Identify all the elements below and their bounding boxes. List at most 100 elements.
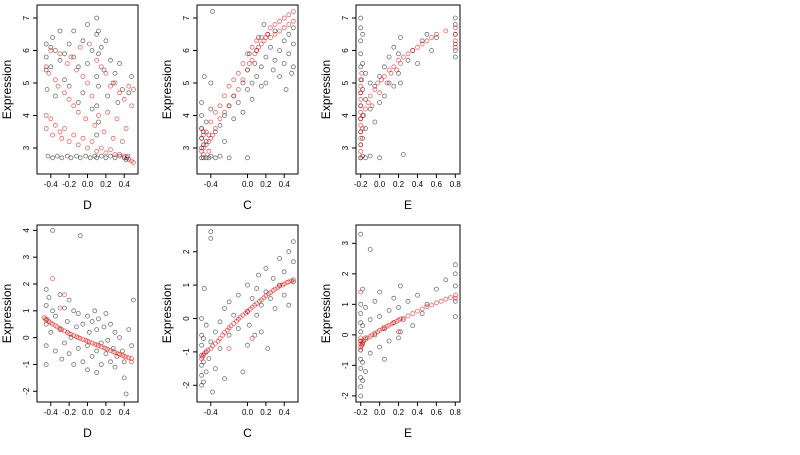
x-tick-label: 0.8 (450, 408, 462, 417)
data-point-black (96, 83, 101, 89)
data-point-black (272, 57, 278, 63)
data-point-black (71, 54, 77, 60)
data-point-black (358, 38, 364, 44)
data-point-black (208, 153, 214, 159)
data-point-black (200, 336, 206, 341)
data-point-red (114, 116, 120, 122)
data-point-black (386, 80, 392, 86)
data-point-red (222, 93, 227, 99)
data-point-black (75, 345, 81, 351)
data-point-black (290, 259, 296, 265)
data-point-red (405, 313, 411, 319)
y-tick-label: 6 (22, 48, 31, 53)
data-point-black (57, 57, 63, 63)
data-point-black (386, 338, 392, 344)
data-point-black (103, 351, 109, 357)
data-point-black (263, 265, 269, 271)
data-point-red (130, 160, 136, 166)
data-point-black (96, 316, 101, 322)
y-tick-label: 5 (341, 80, 350, 85)
data-point-black (208, 229, 214, 235)
y-tick-label: -2 (22, 387, 31, 395)
data-point-red (358, 109, 364, 115)
data-point-red (240, 77, 246, 83)
data-point-red (272, 31, 278, 37)
data-point-red (281, 25, 287, 31)
data-point-red (203, 129, 209, 135)
data-point-black (270, 67, 276, 73)
data-point-black (85, 367, 90, 373)
data-point-black (87, 155, 93, 161)
data-point-red (290, 9, 296, 14)
data-point-red (397, 61, 403, 66)
data-point-red (86, 339, 92, 345)
data-point-red (108, 348, 113, 353)
data-point-red (228, 323, 234, 329)
data-point-black (43, 286, 49, 292)
x-tick-label: 0.4 (412, 408, 424, 417)
panel-6: -0.2 0.0 0.2 0.4 0.6 0.8 -2 -1 0 1 2 3 E Expression (319, 224, 462, 440)
data-point-red (50, 132, 55, 138)
data-point-black (112, 329, 118, 335)
data-point-black (210, 9, 216, 14)
data-point-red (424, 304, 430, 310)
plot-frame (355, 224, 461, 403)
data-point-black (254, 286, 260, 291)
data-point-black (281, 38, 287, 44)
data-point-black (114, 353, 120, 359)
data-point-black (62, 77, 67, 83)
data-point-black (94, 15, 100, 21)
data-point-black (358, 51, 364, 57)
data-point-red (98, 344, 104, 350)
data-point-red (68, 331, 74, 337)
y-tick-label: 7 (182, 15, 191, 20)
data-point-black (98, 44, 104, 50)
data-point-red (268, 35, 273, 40)
data-point-red (286, 22, 292, 27)
data-point-red (359, 70, 365, 76)
x-tick-label: -0.2 (62, 180, 76, 189)
data-point-red (369, 103, 375, 109)
data-point-red (94, 57, 100, 63)
data-point-black (108, 153, 113, 159)
data-point-black (66, 41, 72, 47)
data-point-black (245, 282, 250, 288)
data-point-red (443, 296, 449, 302)
data-point-black (254, 74, 260, 79)
data-point-black (270, 275, 276, 281)
y-tick-label: 2 (22, 281, 31, 286)
y-tick-label: 5 (22, 80, 31, 85)
data-point-red (121, 153, 127, 159)
data-point-black (53, 348, 58, 354)
data-point-black (94, 327, 100, 333)
data-point-red (277, 18, 283, 24)
data-point-red (231, 321, 237, 326)
data-point-black (110, 80, 116, 86)
data-point-red (123, 126, 129, 131)
data-point-red (66, 139, 72, 144)
data-point-black (126, 90, 132, 96)
data-point-red (71, 333, 77, 338)
data-point-black (222, 113, 227, 118)
data-point-black (64, 153, 70, 159)
y-tick-label: 5 (182, 80, 191, 85)
data-point-black (245, 342, 250, 348)
x-tick-label: 0.0 (374, 180, 386, 189)
data-point-black (381, 356, 387, 362)
data-point-red (48, 116, 54, 122)
data-point-black (231, 116, 237, 122)
data-point-red (231, 77, 237, 83)
data-point-red (258, 41, 264, 47)
data-point-black (245, 87, 250, 92)
data-point-black (48, 44, 54, 50)
data-point-red (381, 74, 387, 79)
data-point-black (126, 327, 132, 333)
data-point-red (129, 356, 135, 362)
data-point-black (43, 303, 49, 308)
data-point-black (206, 356, 212, 362)
data-point-black (452, 15, 458, 21)
data-point-black (377, 289, 383, 295)
data-point-red (71, 103, 77, 109)
data-point-red (365, 100, 371, 105)
